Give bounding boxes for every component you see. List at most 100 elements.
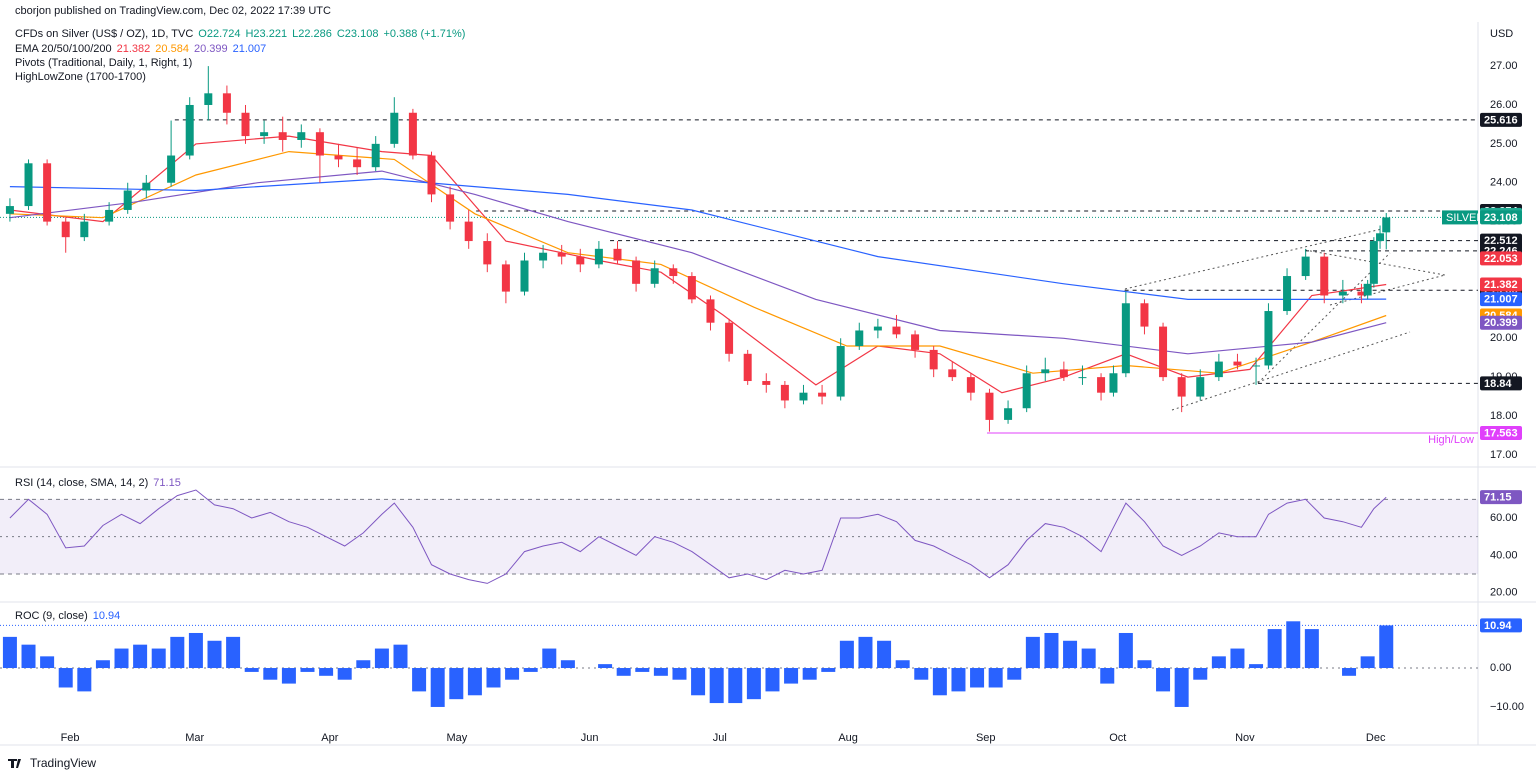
roc-bar xyxy=(226,636,241,669)
y-tick-label: 60.00 xyxy=(1490,512,1518,524)
ema-value: 21.382 xyxy=(116,43,151,55)
price-tag-bg xyxy=(1480,251,1522,266)
candle-body xyxy=(1041,369,1050,374)
candle-body xyxy=(167,155,176,183)
roc-bar xyxy=(467,668,482,696)
candle-body xyxy=(501,264,510,292)
candle-body xyxy=(24,163,33,207)
legend-ema: EMA 20/50/100/200 21.382 20.584 20.399 21.00… xyxy=(15,43,276,55)
candle-body xyxy=(855,330,864,347)
last-tag-name: SILVER xyxy=(1446,212,1484,224)
ema-tag-bg xyxy=(1480,277,1522,292)
y-tick-label: 20.00 xyxy=(1490,332,1518,344)
roc-bar xyxy=(1379,625,1394,669)
candle-body xyxy=(1357,291,1366,296)
roc-bar xyxy=(393,644,408,669)
symbol: CFDs on Silver (US$ / OZ), 1D, TVC xyxy=(15,28,194,40)
roc-bar xyxy=(839,640,854,669)
candle-body xyxy=(353,159,362,168)
candle-body xyxy=(1301,256,1310,277)
legend-rsi: RSI (14, close, SMA, 14, 2) 71.15 xyxy=(15,477,191,489)
candle-body xyxy=(1059,369,1068,378)
roc-bar xyxy=(263,668,278,680)
candle-body xyxy=(576,256,585,265)
roc-bar xyxy=(560,660,575,669)
y-tick-label: 20.00 xyxy=(1490,587,1518,599)
roc-bar xyxy=(95,660,110,669)
candle-body xyxy=(1022,373,1031,409)
roc-bar xyxy=(151,648,166,669)
roc-bar xyxy=(932,668,947,696)
roc-bar xyxy=(319,668,334,676)
ema-tag-bg xyxy=(1480,315,1522,330)
rsi-line xyxy=(9,489,1387,584)
x-tick-label: Sep xyxy=(976,732,996,744)
roc-bar xyxy=(1081,648,1096,669)
candle-body xyxy=(427,155,436,195)
roc-bar xyxy=(1156,668,1171,692)
candle-body xyxy=(985,392,994,420)
publisher: cborjon published on TradingView.com, De… xyxy=(15,5,331,17)
roc-bar xyxy=(505,668,520,680)
candle-body xyxy=(260,132,269,137)
ema-line xyxy=(9,178,1387,300)
roc-bar xyxy=(207,640,222,669)
low-tag: 17.563 xyxy=(1484,427,1518,439)
roc-bar xyxy=(1118,632,1133,669)
x-tick-label: Aug xyxy=(838,732,858,744)
price-tag-bg xyxy=(1480,112,1522,127)
candle-body xyxy=(1252,365,1261,367)
candle-body xyxy=(483,241,492,265)
roc-bar xyxy=(281,668,296,684)
candle-body xyxy=(204,93,213,105)
candle-body xyxy=(687,276,696,300)
candle-body xyxy=(185,104,194,156)
rsi-last: 71.15 xyxy=(153,477,181,489)
ema-value: 21.007 xyxy=(232,43,267,55)
roc-title: ROC (9, close) xyxy=(15,610,88,622)
candle-body xyxy=(5,206,14,214)
roc-bar xyxy=(21,644,36,669)
x-tick-label: Jul xyxy=(713,732,727,744)
candle-body xyxy=(1283,276,1292,312)
candle-body xyxy=(1369,241,1378,284)
roc-bar xyxy=(970,668,985,688)
price-tag-bg xyxy=(1480,376,1522,391)
indicator: HighLowZone (1700-1700) xyxy=(15,71,146,83)
roc-bar xyxy=(449,668,464,700)
roc-bar xyxy=(2,636,17,669)
last-tag-bg xyxy=(1480,210,1522,225)
candle-body xyxy=(61,221,70,238)
roc-bar xyxy=(188,632,203,669)
roc-bar xyxy=(1007,668,1022,680)
indicator: Pivots (Traditional, Daily, 1, Right, 1) xyxy=(15,57,193,69)
roc-bar xyxy=(430,668,445,707)
candle-body xyxy=(334,155,343,160)
last-tag-name-bg xyxy=(1442,210,1478,225)
brand-logo xyxy=(8,759,21,768)
roc-bar xyxy=(374,648,389,669)
candle-body xyxy=(222,93,231,113)
ema-line xyxy=(9,150,1387,374)
y-tick-label: 0.00 xyxy=(1490,662,1511,674)
roc-bar xyxy=(170,636,185,669)
candle-body xyxy=(1338,291,1347,296)
roc-bar xyxy=(598,664,613,669)
candle-body xyxy=(1382,217,1391,233)
candle-body xyxy=(446,194,455,222)
candle-body xyxy=(818,392,827,397)
roc-bar xyxy=(746,668,761,700)
roc-bar xyxy=(133,644,148,669)
roc-bar xyxy=(1360,656,1375,669)
rsi-title: RSI (14, close, SMA, 14, 2) xyxy=(15,477,149,489)
candle-body xyxy=(315,132,324,156)
ohlc-value: C23.108 xyxy=(336,28,379,40)
y-tick-label: 17.00 xyxy=(1490,449,1518,461)
candle-body xyxy=(1264,311,1273,366)
roc-bar xyxy=(58,668,73,688)
candle-body xyxy=(278,132,287,140)
low-tag-name: High/Low xyxy=(1428,434,1474,446)
roc-bar xyxy=(1286,621,1301,669)
ema-tag: 21.382 xyxy=(1484,279,1518,291)
